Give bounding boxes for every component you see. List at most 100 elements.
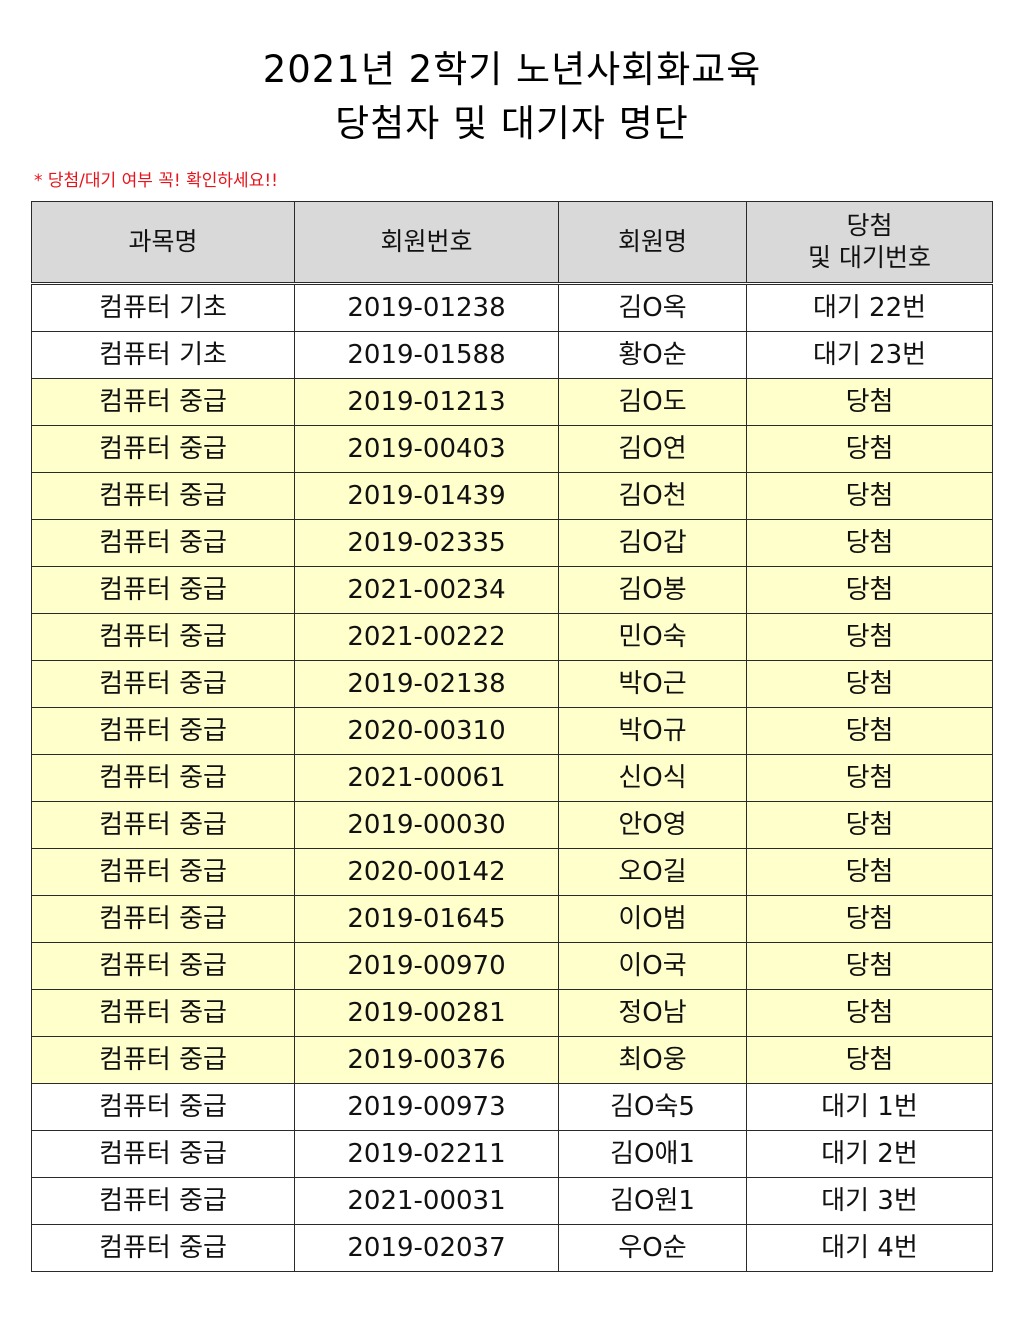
cell-result: 대기 22번: [746, 283, 993, 332]
cell-member-name: 김O옥: [558, 283, 747, 332]
header-result-line1: 당첨: [846, 211, 893, 240]
table-row: 컴퓨터 중급 2019-01439 김O천 당첨: [31, 472, 993, 520]
header-result: 당첨 및 대기번호: [746, 201, 993, 285]
cell-member-no: 2019-01238: [294, 283, 559, 332]
cell-result: 당첨: [746, 472, 993, 520]
cell-course: 컴퓨터 중급: [31, 425, 295, 473]
header-result-line2: 및 대기번호: [808, 243, 931, 272]
table-row: 컴퓨터 중급 2021-00031 김O원1 대기 3번: [31, 1177, 993, 1225]
document-title-line2: 당첨자 및 대기자 명단: [335, 102, 689, 145]
cell-member-name: 안O영: [558, 801, 747, 849]
cell-result: 당첨: [746, 707, 993, 755]
cell-course: 컴퓨터 중급: [31, 613, 295, 661]
cell-course: 컴퓨터 중급: [31, 472, 295, 520]
cell-member-no: 2021-00061: [294, 754, 559, 802]
results-table: 과목명 회원번호 회원명 당첨 및 대기번호 컴퓨터 기초 2019-01238 김…: [31, 201, 993, 1272]
cell-result: 당첨: [746, 613, 993, 661]
table-row: 컴퓨터 중급 2019-00376 최O웅 당첨: [31, 1036, 993, 1084]
cell-member-no: 2020-00310: [294, 707, 559, 755]
cell-course: 컴퓨터 중급: [31, 848, 295, 896]
table-row: 컴퓨터 중급 2019-00030 안O영 당첨: [31, 801, 993, 849]
cell-member-name: 오O길: [558, 848, 747, 896]
cell-member-name: 김O도: [558, 378, 747, 426]
header-member-no: 회원번호: [294, 201, 559, 285]
cell-result: 대기 3번: [746, 1177, 993, 1225]
cell-result: 당첨: [746, 754, 993, 802]
table-row: 컴퓨터 중급 2019-01213 김O도 당첨: [31, 378, 993, 426]
cell-course: 컴퓨터 중급: [31, 1177, 295, 1225]
table-row: 컴퓨터 중급 2020-00310 박O규 당첨: [31, 707, 993, 755]
cell-member-name: 민O숙: [558, 613, 747, 661]
table-row: 컴퓨터 중급 2021-00222 민O숙 당첨: [31, 613, 993, 661]
cell-member-name: 김O연: [558, 425, 747, 473]
table-row: 컴퓨터 중급 2019-00403 김O연 당첨: [31, 425, 993, 473]
cell-course: 컴퓨터 중급: [31, 801, 295, 849]
cell-result: 대기 4번: [746, 1224, 993, 1272]
cell-member-no: 2019-02335: [294, 519, 559, 567]
cell-member-no: 2019-01213: [294, 378, 559, 426]
table-body: 컴퓨터 기초 2019-01238 김O옥 대기 22번 컴퓨터 기초 2019-0158…: [31, 283, 993, 1272]
notice-text: * 당첨/대기 여부 꼭! 확인하세요!!: [34, 171, 278, 191]
cell-result: 대기 2번: [746, 1130, 993, 1178]
cell-result: 당첨: [746, 848, 993, 896]
cell-member-no: 2019-01588: [294, 331, 559, 379]
cell-result: 당첨: [746, 801, 993, 849]
cell-member-name: 김O애1: [558, 1130, 747, 1178]
cell-member-no: 2020-00142: [294, 848, 559, 896]
cell-course: 컴퓨터 중급: [31, 754, 295, 802]
table-row: 컴퓨터 중급 2019-00970 이O국 당첨: [31, 942, 993, 990]
cell-member-name: 정O남: [558, 989, 747, 1037]
table-row: 컴퓨터 중급 2021-00061 신O식 당첨: [31, 754, 993, 802]
cell-result: 당첨: [746, 989, 993, 1037]
cell-result: 당첨: [746, 425, 993, 473]
cell-member-no: 2019-02037: [294, 1224, 559, 1272]
table-row: 컴퓨터 기초 2019-01238 김O옥 대기 22번: [31, 283, 993, 332]
cell-course: 컴퓨터 중급: [31, 1083, 295, 1131]
cell-member-no: 2019-00030: [294, 801, 559, 849]
cell-member-no: 2019-02138: [294, 660, 559, 708]
header-course: 과목명: [31, 201, 295, 285]
cell-result: 당첨: [746, 942, 993, 990]
table-row: 컴퓨터 중급 2019-02138 박O근 당첨: [31, 660, 993, 708]
cell-course: 컴퓨터 중급: [31, 1036, 295, 1084]
cell-result: 대기 1번: [746, 1083, 993, 1131]
table-row: 컴퓨터 중급 2021-00234 김O봉 당첨: [31, 566, 993, 614]
cell-member-no: 2019-00970: [294, 942, 559, 990]
cell-course: 컴퓨터 기초: [31, 283, 295, 332]
cell-result: 당첨: [746, 566, 993, 614]
cell-member-name: 김O원1: [558, 1177, 747, 1225]
table-row: 컴퓨터 중급 2019-02037 우O순 대기 4번: [31, 1224, 993, 1272]
document-title-line1: 2021년 2학기 노년사회화교육: [262, 48, 762, 91]
cell-member-no: 2019-01439: [294, 472, 559, 520]
table-row: 컴퓨터 중급 2020-00142 오O길 당첨: [31, 848, 993, 896]
cell-member-name: 박O규: [558, 707, 747, 755]
cell-course: 컴퓨터 중급: [31, 989, 295, 1037]
cell-member-name: 김O천: [558, 472, 747, 520]
cell-course: 컴퓨터 중급: [31, 942, 295, 990]
cell-member-no: 2019-02211: [294, 1130, 559, 1178]
cell-result: 당첨: [746, 1036, 993, 1084]
table-row: 컴퓨터 중급 2019-02211 김O애1 대기 2번: [31, 1130, 993, 1178]
cell-member-name: 황O순: [558, 331, 747, 379]
cell-course: 컴퓨터 중급: [31, 519, 295, 567]
table-row: 컴퓨터 중급 2019-02335 김O갑 당첨: [31, 519, 993, 567]
table-row: 컴퓨터 중급 2019-00281 정O남 당첨: [31, 989, 993, 1037]
cell-member-no: 2021-00222: [294, 613, 559, 661]
cell-course: 컴퓨터 중급: [31, 1224, 295, 1272]
cell-course: 컴퓨터 중급: [31, 895, 295, 943]
cell-course: 컴퓨터 중급: [31, 660, 295, 708]
table-row: 컴퓨터 기초 2019-01588 황O순 대기 23번: [31, 331, 993, 379]
cell-result: 당첨: [746, 378, 993, 426]
cell-member-name: 김O갑: [558, 519, 747, 567]
table-row: 컴퓨터 중급 2019-00973 김O숙5 대기 1번: [31, 1083, 993, 1131]
cell-result: 당첨: [746, 519, 993, 567]
cell-member-no: 2019-00973: [294, 1083, 559, 1131]
cell-course: 컴퓨터 중급: [31, 1130, 295, 1178]
cell-member-name: 김O봉: [558, 566, 747, 614]
cell-result: 당첨: [746, 660, 993, 708]
cell-member-no: 2021-00234: [294, 566, 559, 614]
cell-course: 컴퓨터 중급: [31, 378, 295, 426]
cell-member-no: 2019-01645: [294, 895, 559, 943]
cell-member-name: 이O범: [558, 895, 747, 943]
table-row: 컴퓨터 중급 2019-01645 이O범 당첨: [31, 895, 993, 943]
